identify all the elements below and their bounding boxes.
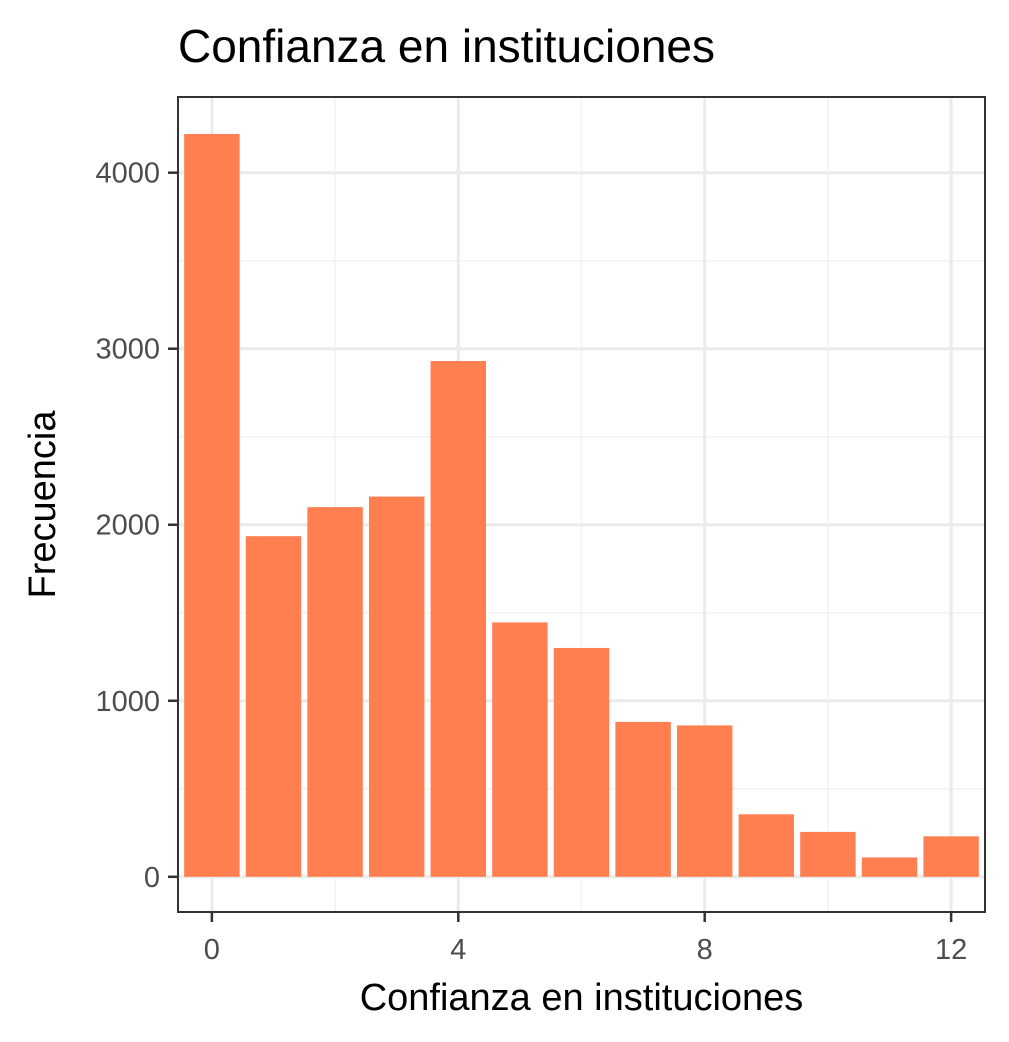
x-tick-label: 12 [935,934,967,966]
x-tick-label: 4 [450,934,466,966]
x-axis-ticks: 0 4 8 12 [204,912,967,966]
bar-7 [615,721,671,877]
bar-4 [430,361,487,877]
y-axis-title: Frecuencia [22,410,64,599]
bar-10 [800,831,856,877]
y-tick-label: 0 [144,862,160,894]
bar-6 [553,647,610,877]
bar-8 [676,725,733,877]
bar-9 [738,814,795,877]
bar-3 [368,496,425,877]
y-axis-ticks: 0 1000 2000 3000 4000 [95,158,178,894]
bar-12 [923,836,979,877]
bars [184,133,979,877]
x-tick-label: 8 [697,934,713,966]
y-tick-label: 4000 [95,158,160,190]
y-tick-label: 3000 [95,334,160,366]
y-tick-label: 2000 [95,510,160,542]
bar-0 [184,133,240,877]
x-tick-label: 0 [204,934,220,966]
bar-5 [492,622,548,877]
chart-title: Confianza en instituciones [178,20,715,72]
bar-2 [307,507,363,877]
x-axis-title: Confianza en instituciones [360,977,804,1019]
bar-1 [245,536,302,877]
bar-11 [861,857,918,877]
y-tick-label: 1000 [95,686,160,718]
plot-panel-border [177,96,986,913]
